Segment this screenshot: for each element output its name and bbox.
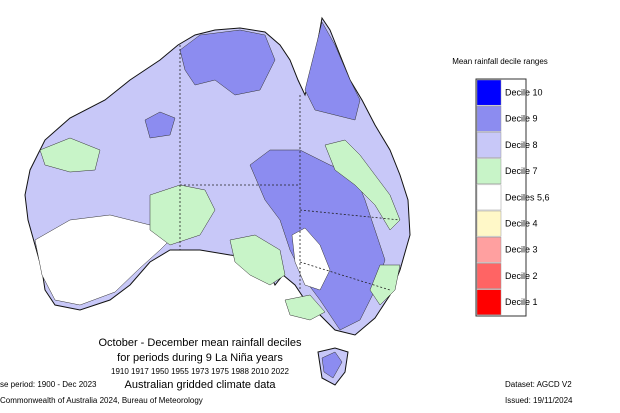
- legend: Decile 10 Decile 9 Decile 8 Decile 7 Deciles…: [475, 78, 550, 317]
- legend-swatch: [476, 289, 502, 316]
- legend-title: Mean rainfall decile ranges: [452, 57, 548, 66]
- legend-label: Decile 10: [505, 87, 543, 97]
- decile-9-tas: [321, 351, 343, 379]
- decile-9-capeyork: [304, 21, 361, 121]
- legend-swatch: [476, 236, 502, 263]
- legend-swatch: [476, 132, 502, 158]
- decile-9-north: [179, 29, 276, 96]
- legend-swatch: [476, 79, 502, 106]
- caption-years: 1910 1917 1950 1955 1973 1975 1988 2010 …: [111, 367, 290, 376]
- legend-swatch: [476, 210, 502, 237]
- caption-line: October - December mean rainfall deciles: [99, 337, 302, 349]
- legend-swatch: [476, 105, 502, 132]
- legend-label: Decile 7: [505, 166, 538, 176]
- legend-swatch: [476, 158, 502, 185]
- decile-7-vic: [369, 264, 401, 306]
- caption-line: for periods during 9 La Niña years: [117, 352, 283, 364]
- footer-right: Issued: 19/11/2024: [505, 396, 573, 405]
- decile-7-west: [39, 137, 101, 173]
- legend-swatch: [476, 184, 502, 211]
- footer-left: Commonwealth of Australia 2024, Bureau o…: [0, 396, 203, 405]
- decile-7-central: [149, 184, 216, 246]
- decile-7-swcoast: [284, 294, 326, 321]
- australia-map: [24, 16, 411, 386]
- footer-right: Dataset: AGCD V2: [505, 380, 572, 389]
- legend-frame: [475, 78, 527, 317]
- legend-label: Decile 9: [505, 114, 538, 124]
- legend-label: Decile 8: [505, 140, 538, 150]
- legend-label: Deciles 5,6: [505, 192, 550, 202]
- caption-line: Australian gridded climate data: [124, 379, 276, 391]
- legend-swatch: [476, 263, 502, 289]
- footer-left: se period: 1900 - Dec 2023: [0, 380, 97, 389]
- decile-7-se: [229, 234, 286, 286]
- legend-label: Decile 2: [505, 271, 538, 281]
- legend-label: Decile 3: [505, 245, 538, 255]
- state-borders: [179, 45, 401, 291]
- decile-5-6-west: [34, 214, 171, 306]
- legend-label: Decile 1: [505, 297, 538, 307]
- legend-label: Decile 4: [505, 218, 538, 228]
- decile-5-6-sa: [291, 227, 331, 291]
- decile-9-kimberley: [144, 111, 176, 139]
